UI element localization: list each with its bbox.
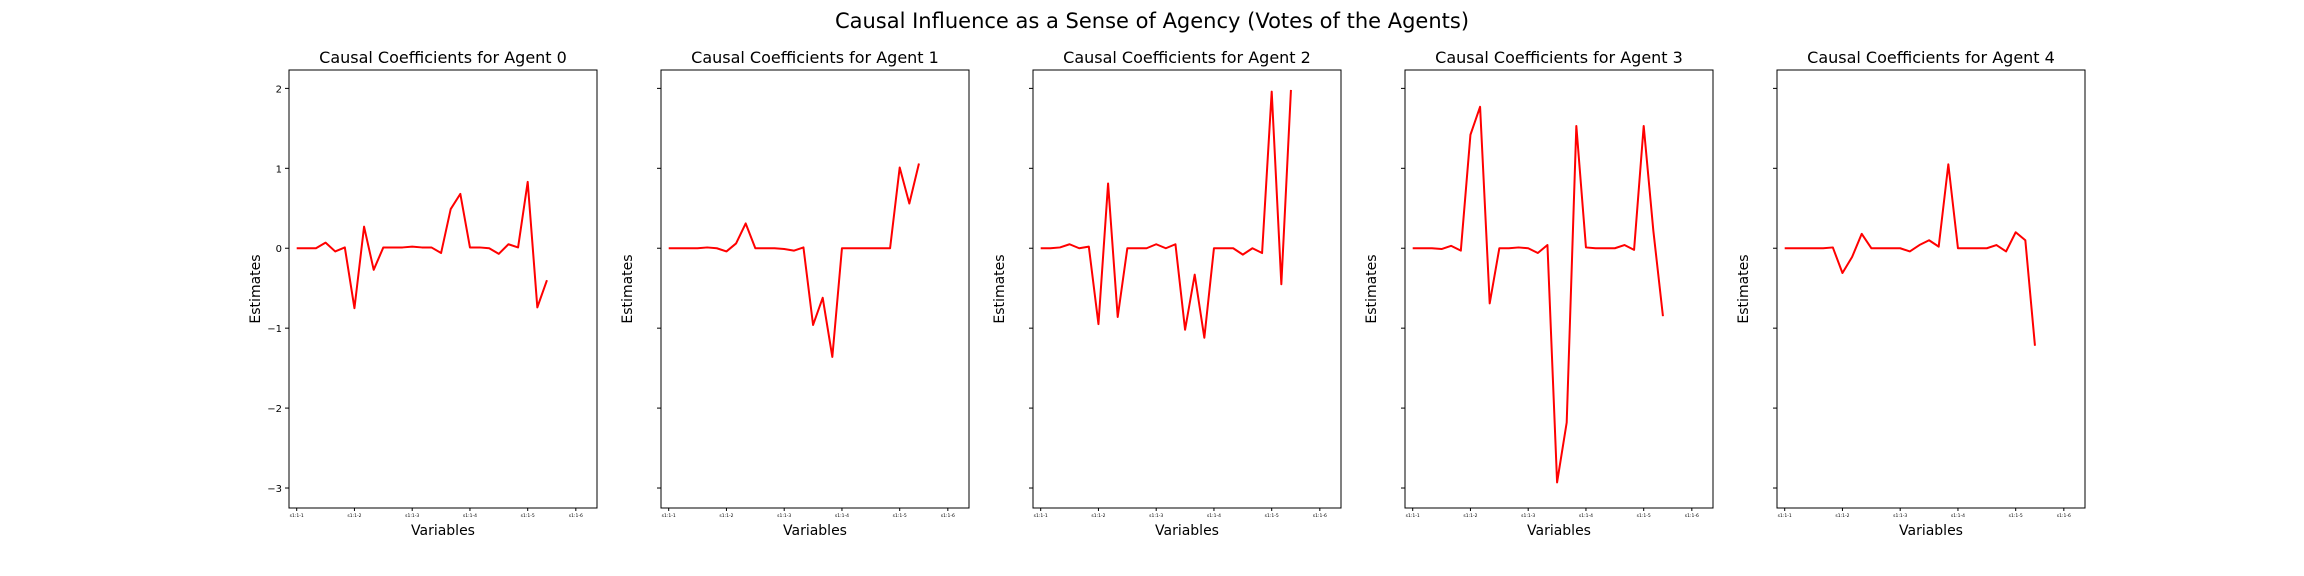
- subplot-agent-2: Causal Coefficients for Agent 2 s1:1-1 s1:…: [992, 48, 1342, 539]
- x-tick-label: s1:1-2: [719, 513, 733, 519]
- x-axis-label: Variables: [1899, 523, 1963, 539]
- x-tick-label: s1:1-4: [1951, 513, 1965, 519]
- subplot-title: Causal Coefficients for Agent 0: [319, 48, 567, 67]
- subplot-grid: Causal Coefficients for Agent 0 2 1 0 −1 −2 −3…: [248, 48, 2086, 539]
- y-tick-label: 1: [276, 164, 282, 175]
- x-tick-label: s1:1-2: [347, 513, 361, 519]
- y-axis-label: Estimates: [620, 254, 636, 323]
- y-axis-label: Estimates: [248, 254, 264, 323]
- plot-frame: [288, 69, 598, 509]
- x-tick-label: s1:1-5: [521, 513, 535, 519]
- subplot-title: Causal Coefficients for Agent 4: [1807, 48, 2055, 67]
- series-line-0: [668, 163, 920, 358]
- x-tick-label: s1:1-3: [1893, 513, 1907, 519]
- x-axis-label: Variables: [1527, 523, 1591, 539]
- subplot-agent-0: Causal Coefficients for Agent 0 2 1 0 −1 −2 −3…: [248, 48, 598, 539]
- x-tick-label: s1:1-1: [1406, 513, 1420, 519]
- x-tick-label: s1:1-1: [662, 513, 676, 519]
- plot-frame: [1404, 69, 1714, 509]
- x-tick-label: s1:1-5: [893, 513, 907, 519]
- series-line-0: [296, 180, 548, 310]
- y-axis-label: Estimates: [1364, 254, 1380, 323]
- x-tick-label: s1:1-6: [1685, 513, 1699, 519]
- subplot-title: Causal Coefficients for Agent 3: [1435, 48, 1683, 67]
- x-tick-label: s1:1-1: [290, 513, 304, 519]
- x-tick-label: s1:1-2: [1463, 513, 1477, 519]
- subplot-title: Causal Coefficients for Agent 2: [1063, 48, 1311, 67]
- x-tick-label: s1:1-1: [1778, 513, 1792, 519]
- series-line-0: [1412, 105, 1664, 484]
- y-axis-label: Estimates: [1736, 254, 1752, 323]
- x-tick-label: s1:1-4: [1207, 513, 1221, 519]
- x-tick-label: s1:1-3: [1149, 513, 1163, 519]
- series-line-0: [1784, 163, 2036, 346]
- plot-frame: [660, 69, 970, 509]
- x-axis-label: Variables: [783, 523, 847, 539]
- x-axis-label: Variables: [1155, 523, 1219, 539]
- x-tick-label: s1:1-4: [463, 513, 477, 519]
- x-tick-label: s1:1-4: [835, 513, 849, 519]
- x-tick-label: s1:1-5: [1637, 513, 1651, 519]
- series-line-0: [1040, 89, 1292, 339]
- x-tick-label: s1:1-3: [1521, 513, 1535, 519]
- subplot-agent-3: Causal Coefficients for Agent 3 s1:1-1 s1:…: [1364, 48, 1714, 539]
- y-tick-label: −1: [267, 324, 282, 335]
- x-tick-label: s1:1-1: [1034, 513, 1048, 519]
- y-tick-label: 0: [276, 244, 282, 255]
- x-tick-label: s1:1-3: [777, 513, 791, 519]
- subplot-agent-1: Causal Coefficients for Agent 1 s1:1-1 s1:…: [620, 48, 970, 539]
- plot-frame: [1032, 69, 1342, 509]
- x-tick-label: s1:1-2: [1835, 513, 1849, 519]
- x-tick-label: s1:1-6: [941, 513, 955, 519]
- y-tick-label: −2: [267, 404, 282, 415]
- x-tick-label: s1:1-5: [1265, 513, 1279, 519]
- subplot-title: Causal Coefficients for Agent 1: [691, 48, 939, 67]
- x-tick-label: s1:1-3: [405, 513, 419, 519]
- x-tick-label: s1:1-6: [2057, 513, 2071, 519]
- figure-suptitle: Causal Influence as a Sense of Agency (V…: [835, 9, 1469, 33]
- x-tick-label: s1:1-6: [1313, 513, 1327, 519]
- y-tick-label: −3: [267, 484, 282, 495]
- x-tick-label: s1:1-6: [569, 513, 583, 519]
- plot-frame: [1776, 69, 2086, 509]
- x-tick-label: s1:1-4: [1579, 513, 1593, 519]
- subplot-agent-4: Causal Coefficients for Agent 4 s1:1-1 s1:…: [1736, 48, 2086, 539]
- y-tick-label: 2: [276, 84, 282, 95]
- y-axis-label: Estimates: [992, 254, 1008, 323]
- x-tick-label: s1:1-5: [2009, 513, 2023, 519]
- x-tick-label: s1:1-2: [1091, 513, 1105, 519]
- x-axis-label: Variables: [411, 523, 475, 539]
